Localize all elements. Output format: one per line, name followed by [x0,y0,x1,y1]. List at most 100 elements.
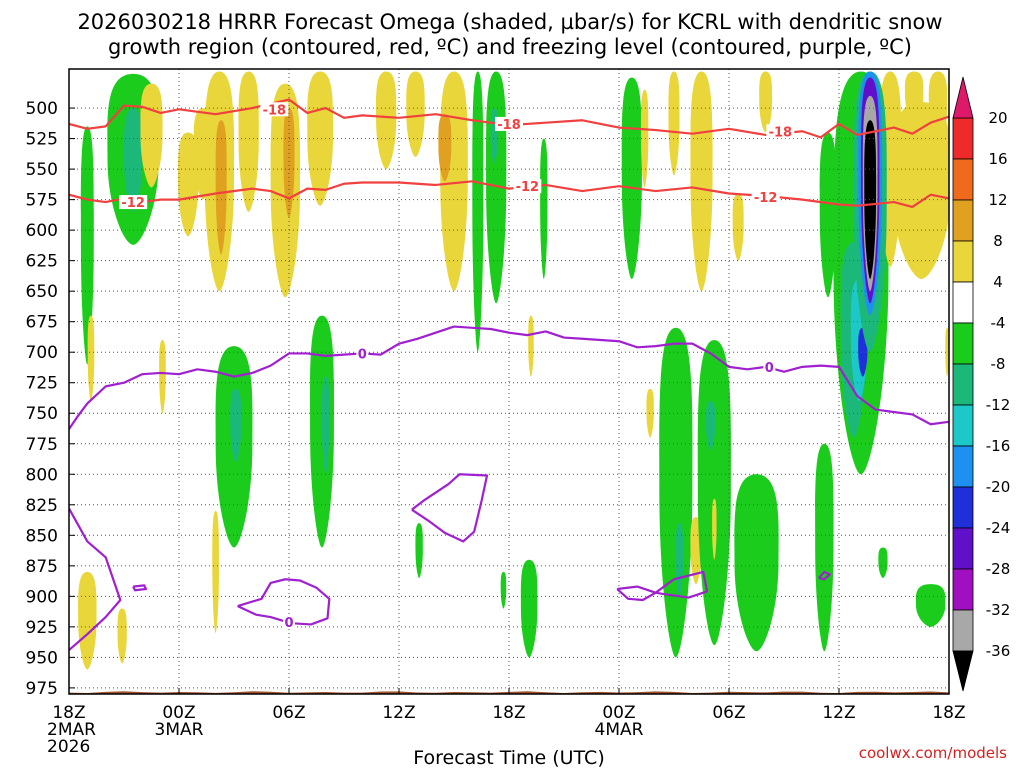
omega-cell [928,71,948,145]
omega-cell [80,126,94,365]
colorbar-tick-label: -16 [986,437,1011,455]
colorbar-bin [952,486,974,529]
contour-label: -18 [263,103,287,118]
colorbar-tick-label: 8 [993,232,1003,250]
omega-cell [668,71,680,176]
omega-cell [819,132,837,298]
colorbar-bin [952,240,974,283]
omega-cell [87,315,95,402]
colorbar-tick-label: -36 [986,642,1011,660]
y-tick-label: 925 [26,618,58,638]
omega-cell [690,71,713,292]
colorbar-bottom-arrow [952,650,974,692]
omega-cell [321,376,330,475]
y-tick-label: 650 [26,282,58,302]
x-tick-label: 00Z [162,703,195,723]
colorbar-top-arrow [952,76,974,119]
omega-cell [891,101,949,279]
omega-cell [540,138,548,279]
omega-cell [212,510,219,633]
x-tick-label: 12Z [822,703,855,723]
x-axis-label: Forecast Time (UTC) [413,747,604,768]
contour-line [132,584,148,592]
omega-cell [376,71,397,170]
y-tick-label: 575 [26,191,58,211]
contour-label-bg [283,614,295,629]
omega-cell [415,523,423,579]
colorbar-bin [952,322,974,365]
contour-line [69,98,949,139]
chart-title-line1: 2026030218 HRRR Forecast Omega (shaded, … [77,10,942,34]
contour-label-bg [260,102,289,117]
contour-line [237,578,331,626]
omega-cell [697,339,731,646]
omega-cell [712,498,717,560]
x-tick-label: 3MAR [155,720,204,740]
colorbar-bin [952,199,974,242]
x-tick-label: 18Z [932,703,965,723]
colorbar-tick-label: 12 [988,191,1007,209]
contour-line [69,180,949,209]
omega-cell [734,474,779,652]
contour-line [69,325,949,430]
contour-label: -12 [516,180,540,195]
contour-label: 0 [284,616,293,631]
contour-line [818,570,831,581]
contour-label-bg [763,359,776,374]
omega-cell [472,71,484,353]
colorbar: 20 16 12 8 4 -4 -8 -12 -16 -20 -24 -28 -32 -36 [952,76,1011,692]
colorbar-tick-label: -8 [991,355,1006,373]
x-tick-label: 12Z [382,703,415,723]
colorbar-bin [952,404,974,447]
x-tick-label: 2MAR [47,720,96,740]
omega-cell [123,108,143,212]
omega-cell [815,443,834,652]
contour-label-bg [495,116,523,131]
omega-cell [640,89,649,188]
contour-label-bg [751,190,780,205]
contour-label-bg [119,195,148,210]
chart-title-line2: growth region (contoured, red, ºC) and f… [108,35,912,59]
omega-cell [528,315,534,377]
omega-cell [864,120,877,279]
omega-cell [659,327,693,658]
y-tick-label: 750 [26,404,58,424]
contour-label: -18 [497,118,521,133]
omega-cell [500,571,507,609]
x-tick-label: 00Z [602,703,635,723]
omega-cell [283,108,295,218]
contour-line [655,570,709,599]
x-tick-label: 4MAR [595,720,644,740]
contour-label-bg [513,179,542,194]
colorbar-bin [952,363,974,406]
omega-cell [520,559,538,658]
omega-cell [759,71,773,133]
y-tick-label: 900 [26,587,58,607]
x-tick-label: 2026 [47,737,90,757]
y-tick-label: 875 [26,557,58,577]
contour-label-bg [356,346,369,361]
x-tick-label: 18Z [52,703,85,723]
colorbar-bin [952,281,974,324]
y-tick-label: 625 [26,252,58,272]
y-tick-label: 825 [26,496,58,516]
omega-cell [646,388,654,438]
omega-cell [310,315,334,548]
x-tick-label: 06Z [272,703,305,723]
x-tick-label: 06Z [712,703,745,723]
contour-label: 0 [765,361,774,376]
omega-cell [732,193,744,261]
y-tick-label: 600 [26,221,58,241]
omega-cell [878,547,888,579]
y-tick-label: 550 [26,160,58,180]
omega-cell [215,120,227,255]
omega-cell [706,401,716,450]
colorbar-tick-label: -12 [986,396,1011,414]
contour-label: -12 [754,191,778,206]
y-tick-label: 850 [26,526,58,546]
contour-label-bg [766,124,795,139]
colorbar-bin [952,445,974,488]
contour-label: -18 [769,125,793,140]
colorbar-bin [952,527,974,570]
